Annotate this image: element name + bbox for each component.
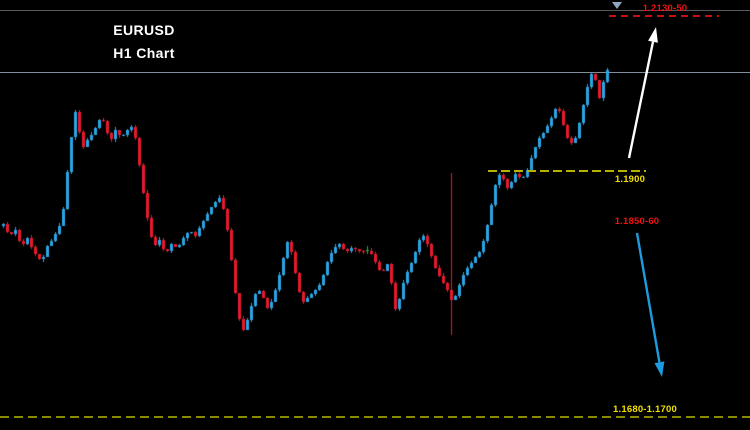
level-line-support-target	[0, 416, 750, 418]
level-label-support-target: 1.1680-1.1700	[613, 404, 677, 415]
level-line-pivot-level	[488, 170, 646, 172]
level-line-resistance-target	[609, 15, 719, 17]
level-label-resistance-target: 1.2130-50	[642, 3, 688, 14]
level-label-pivot-level: 1.1900	[614, 174, 646, 185]
level-label-support-zone: 1.1850-60	[614, 216, 660, 227]
